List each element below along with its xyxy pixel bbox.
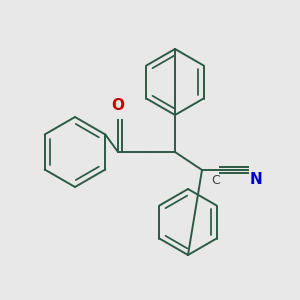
Text: C: C — [212, 173, 220, 187]
Text: O: O — [112, 98, 124, 113]
Text: N: N — [250, 172, 262, 188]
